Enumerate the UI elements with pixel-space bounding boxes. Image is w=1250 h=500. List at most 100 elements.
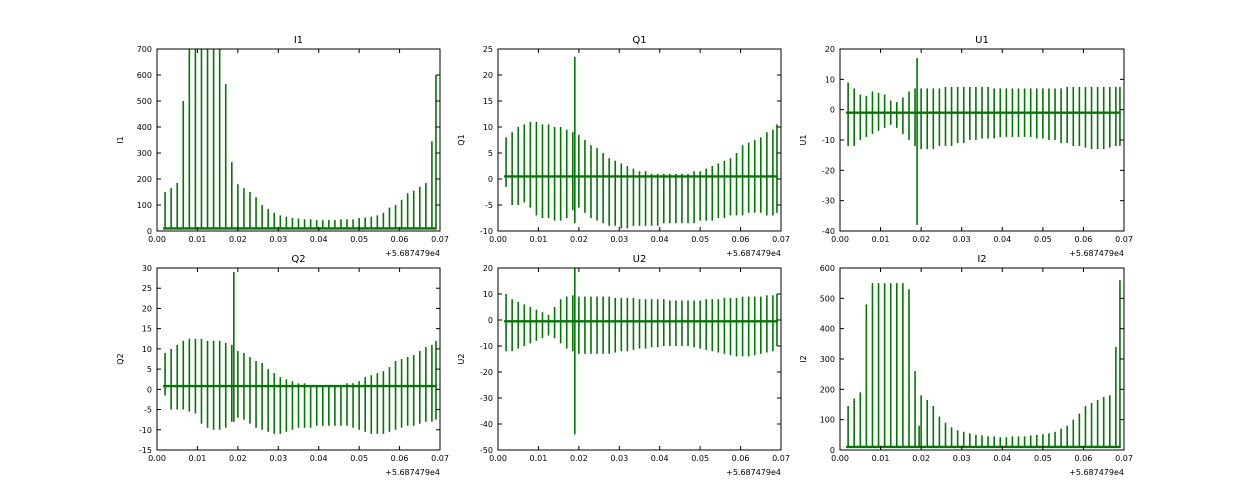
ylabel-u1: U1 [799,135,808,146]
ytick-label-u1-6: 20 [825,45,835,54]
xtick-label-u2-7: 0.07 [772,454,790,463]
ytick-label-i1-4: 400 [137,123,152,132]
panel-q2: 0.00 0.01 0.02 0.03 0.04 0.05 0.06 0.07 -15 -10 -5… [116,254,449,477]
ytick-label-u1-5: 10 [825,75,835,84]
ytick-label-q2-4: 5 [147,365,152,374]
ytick-label-i2-0: 0 [830,446,835,455]
xtick-label-i2-2: 0.02 [912,454,930,463]
series-q1 [504,56,778,229]
xtick-label-q1-0: 0.00 [489,235,507,244]
ylabel-q1: Q1 [457,134,466,145]
ytick-label-q2-0: -15 [139,446,152,455]
xtick-label-q2-4: 0.04 [310,454,328,463]
xtick-label-u2-2: 0.02 [570,454,588,463]
xtick-label-q1-3: 0.03 [610,235,628,244]
xtick-label-i1-4: 0.04 [310,235,328,244]
ytick-label-u2-2: -30 [480,394,493,403]
xtick-label-i2-0: 0.00 [831,454,849,463]
axes-frame-i1 [156,48,441,232]
xtick-label-i1-1: 0.01 [189,235,207,244]
xtick-label-u1-3: 0.03 [953,235,971,244]
xtick-label-i1-2: 0.02 [229,235,247,244]
ylabel-i1: I1 [116,136,125,143]
ytick-label-u2-5: 0 [488,316,493,325]
x-offset-label-i2: +5.687479e4 [1069,468,1124,477]
ytick-label-q2-6: 15 [142,325,152,334]
ytick-label-q1-1: -5 [485,201,493,210]
ytick-label-u1-1: -30 [822,197,835,206]
plot-area-i1 [157,49,440,231]
ytick-label-i1-1: 100 [137,201,152,210]
ytick-label-q1-2: 0 [488,175,493,184]
ytick-label-u2-7: 20 [483,264,493,273]
xtick-label-i2-7: 0.07 [1115,454,1133,463]
xtick-label-i1-0: 0.00 [148,235,166,244]
ytick-label-u1-2: -20 [822,166,835,175]
plot-area-u2 [498,268,781,450]
x-offset-label-q1: +5.687479e4 [726,249,781,258]
xtick-label-i1-3: 0.03 [269,235,287,244]
ytick-label-q1-4: 10 [483,123,493,132]
xtick-label-q2-6: 0.06 [391,454,409,463]
series-u1 [846,58,1121,225]
x-offset-label-i1: +5.687479e4 [385,249,440,258]
panel-title-i1: I1 [294,35,303,46]
ytick-label-q1-5: 15 [483,97,493,106]
ytick-label-i1-3: 300 [137,149,152,158]
xtick-label-q1-4: 0.04 [651,235,669,244]
xtick-label-u1-0: 0.00 [831,235,849,244]
ytick-label-q2-7: 20 [142,304,152,313]
ytick-label-q1-3: 5 [488,149,493,158]
panel-u2: 0.00 0.01 0.02 0.03 0.04 0.05 0.06 0.07 -50 -40 -3… [457,254,790,477]
ylabel-u2: U2 [457,354,466,365]
x-offset-label-q2: +5.687479e4 [385,468,440,477]
xtick-label-q1-5: 0.05 [691,235,709,244]
ytick-label-i1-6: 600 [137,71,152,80]
ytick-label-u2-3: -20 [480,368,493,377]
ytick-label-i2-4: 400 [820,325,835,334]
series-i1 [163,49,437,230]
ytick-label-u2-6: 10 [483,290,493,299]
xtick-label-u1-5: 0.05 [1034,235,1052,244]
ytick-label-i2-5: 500 [820,294,835,303]
plot-area-i2 [840,268,1124,450]
ytick-label-u2-4: -10 [480,342,493,351]
xtick-label-q2-7: 0.07 [431,454,449,463]
ytick-label-u1-3: -10 [822,136,835,145]
x-offset-label-u1: +5.687479e4 [1069,249,1124,258]
ytick-label-q1-7: 25 [483,45,493,54]
xtick-label-u2-1: 0.01 [530,454,548,463]
panel-i1: 0.00 0.01 0.02 0.03 0.04 0.05 0.06 0.07 0 100 200 3… [116,35,449,258]
xtick-label-u1-6: 0.06 [1075,235,1093,244]
xtick-label-i2-4: 0.04 [993,454,1011,463]
xtick-label-u2-6: 0.06 [732,454,750,463]
xtick-label-q2-3: 0.03 [269,454,287,463]
ytick-label-q2-2: -5 [144,406,152,415]
xtick-label-u2-0: 0.00 [489,454,507,463]
xtick-label-q1-2: 0.02 [570,235,588,244]
xtick-label-u1-4: 0.04 [993,235,1011,244]
xtick-label-i1-7: 0.07 [431,235,449,244]
xtick-label-q1-1: 0.01 [530,235,548,244]
xtick-label-q1-6: 0.06 [732,235,750,244]
xtick-label-q1-7: 0.07 [772,235,790,244]
xtick-label-u1-7: 0.07 [1115,235,1133,244]
ytick-label-i1-0: 0 [147,227,152,236]
ylabel-q2: Q2 [116,353,125,364]
xtick-label-i2-1: 0.01 [872,454,890,463]
ytick-label-i2-1: 100 [820,416,835,425]
axes-frame-q1 [497,48,782,232]
xtick-label-i2-6: 0.06 [1075,454,1093,463]
ytick-label-i1-5: 500 [137,97,152,106]
ytick-label-q1-6: 20 [483,71,493,80]
series-u2 [504,268,778,435]
xtick-label-q2-5: 0.05 [350,454,368,463]
ytick-label-q2-3: 0 [147,385,152,394]
panel-title-u1: U1 [975,35,989,46]
ytick-label-u1-0: -40 [822,227,835,236]
xtick-label-u2-3: 0.03 [610,454,628,463]
ytick-label-q2-5: 10 [142,345,152,354]
xtick-label-q2-2: 0.02 [229,454,247,463]
panel-title-i2: I2 [977,254,986,265]
